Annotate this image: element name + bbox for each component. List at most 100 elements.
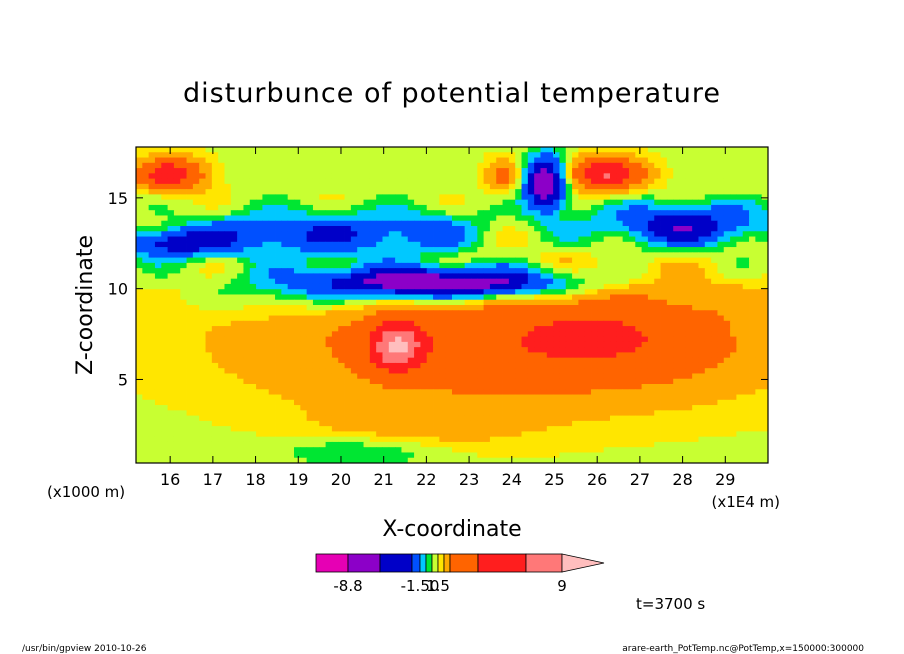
heatmap-cell bbox=[546, 252, 554, 258]
heatmap-cell bbox=[559, 147, 567, 153]
heatmap-cell bbox=[192, 173, 200, 179]
heatmap-cell bbox=[654, 299, 661, 306]
heatmap-cell bbox=[439, 210, 447, 216]
heatmap-cell bbox=[565, 189, 573, 195]
heatmap-cell bbox=[142, 357, 150, 364]
heatmap-cell bbox=[452, 157, 459, 164]
heatmap-cell bbox=[275, 194, 282, 201]
heatmap-cell bbox=[230, 152, 238, 158]
heatmap-cell bbox=[154, 347, 162, 353]
heatmap-cell bbox=[641, 204, 649, 211]
heatmap-cell bbox=[199, 347, 206, 353]
heatmap-cell bbox=[711, 210, 718, 216]
heatmap-cell bbox=[755, 241, 763, 248]
heatmap-cell bbox=[407, 294, 415, 301]
heatmap-cell bbox=[243, 368, 251, 374]
heatmap-cell bbox=[230, 405, 238, 411]
heatmap-cell bbox=[401, 294, 409, 301]
heatmap-cell bbox=[559, 341, 567, 348]
heatmap-cell bbox=[287, 257, 295, 264]
heatmap-cell bbox=[230, 162, 238, 169]
heatmap-cell bbox=[395, 152, 402, 158]
heatmap-cell bbox=[401, 257, 409, 264]
heatmap-cell bbox=[723, 189, 731, 195]
heatmap-cell bbox=[154, 247, 162, 253]
heatmap-cell bbox=[331, 352, 339, 359]
heatmap-cell bbox=[723, 257, 731, 264]
heatmap-cell bbox=[711, 336, 718, 343]
heatmap-cell bbox=[136, 320, 143, 327]
heatmap-cell bbox=[610, 283, 617, 290]
heatmap-cell bbox=[534, 262, 541, 269]
heatmap-cell bbox=[470, 305, 478, 311]
heatmap-cell bbox=[426, 352, 434, 359]
heatmap-cell bbox=[376, 257, 383, 264]
heatmap-cell bbox=[407, 147, 415, 153]
heatmap-cell bbox=[489, 162, 497, 169]
heatmap-cell bbox=[433, 283, 440, 290]
heatmap-cell bbox=[281, 147, 289, 153]
heatmap-cell bbox=[445, 147, 453, 153]
heatmap-cell bbox=[540, 373, 548, 380]
heatmap-cell bbox=[546, 389, 554, 395]
heatmap-cell bbox=[540, 331, 548, 337]
heatmap-cell bbox=[142, 368, 150, 374]
heatmap-cell bbox=[357, 278, 364, 285]
heatmap-cell bbox=[167, 347, 175, 353]
heatmap-cell bbox=[407, 226, 415, 232]
heatmap-cell bbox=[433, 178, 440, 185]
heatmap-cell bbox=[199, 157, 206, 164]
heatmap-cell bbox=[306, 268, 314, 274]
heatmap-cell bbox=[401, 168, 409, 174]
heatmap-cell bbox=[452, 331, 459, 337]
heatmap-cell bbox=[350, 405, 358, 411]
heatmap-cell bbox=[742, 262, 750, 269]
heatmap-cell bbox=[540, 183, 548, 190]
heatmap-cell bbox=[300, 152, 308, 158]
heatmap-cell bbox=[717, 268, 725, 274]
heatmap-cell bbox=[414, 405, 421, 411]
heatmap-cell bbox=[647, 147, 655, 153]
heatmap-cell bbox=[237, 341, 244, 348]
heatmap-cell bbox=[211, 236, 219, 243]
heatmap-cell bbox=[445, 215, 453, 222]
heatmap-cell bbox=[325, 378, 333, 385]
heatmap-cell bbox=[521, 273, 529, 280]
heatmap-cell bbox=[426, 189, 434, 195]
heatmap-cell bbox=[578, 157, 586, 164]
heatmap-cell bbox=[275, 341, 282, 348]
heatmap-cell bbox=[414, 236, 421, 243]
heatmap-cell bbox=[515, 268, 522, 274]
heatmap-cell bbox=[704, 231, 712, 237]
heatmap-cell bbox=[584, 368, 592, 374]
heatmap-cell bbox=[477, 394, 484, 401]
heatmap-cell bbox=[628, 226, 636, 232]
heatmap-cell bbox=[628, 347, 636, 353]
heatmap-cell bbox=[470, 310, 478, 316]
heatmap-cell bbox=[395, 394, 402, 401]
heatmap-cell bbox=[679, 262, 687, 269]
heatmap-cell bbox=[610, 147, 617, 153]
heatmap-cell bbox=[243, 189, 251, 195]
heatmap-cell bbox=[628, 262, 636, 269]
heatmap-cell bbox=[591, 210, 598, 216]
heatmap-cell bbox=[704, 189, 712, 195]
heatmap-cell bbox=[546, 278, 554, 285]
heatmap-cell bbox=[730, 357, 737, 364]
heatmap-cell bbox=[452, 315, 459, 322]
heatmap-cell bbox=[578, 273, 586, 280]
heatmap-cell bbox=[275, 389, 282, 395]
heatmap-cell bbox=[470, 273, 478, 280]
heatmap-cell bbox=[376, 157, 383, 164]
heatmap-cell bbox=[294, 320, 301, 327]
heatmap-cell bbox=[439, 157, 447, 164]
plot-area bbox=[135, 146, 769, 464]
heatmap-cell bbox=[730, 347, 737, 353]
heatmap-cell bbox=[521, 362, 529, 369]
heatmap-cell bbox=[369, 189, 377, 195]
heatmap-cell bbox=[502, 204, 510, 211]
heatmap-cell bbox=[628, 357, 636, 364]
heatmap-cell bbox=[173, 378, 181, 385]
heatmap-cell bbox=[433, 315, 440, 322]
heatmap-cell bbox=[749, 326, 756, 332]
